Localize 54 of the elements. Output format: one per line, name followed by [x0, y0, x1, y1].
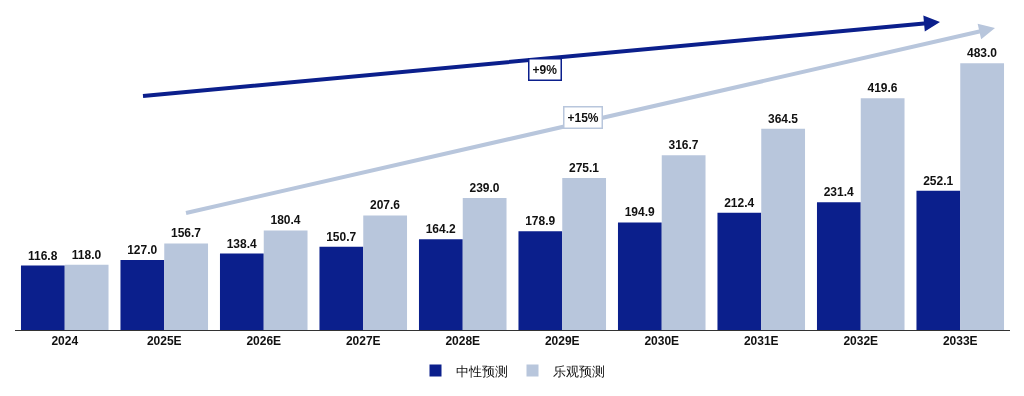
data-label: 116.8	[28, 248, 58, 263]
data-label: 180.4	[270, 213, 301, 228]
data-label: 194.9	[624, 205, 656, 220]
data-label: 150.7	[326, 229, 357, 244]
bar	[816, 202, 861, 330]
bar	[617, 222, 662, 330]
data-label: 164.2	[425, 222, 457, 237]
bar	[860, 98, 905, 330]
annotation: +15%	[567, 110, 599, 125]
bar	[319, 246, 364, 330]
data-label: 212.4	[724, 195, 755, 210]
data-label: 419.6	[867, 81, 898, 96]
bar	[164, 243, 209, 330]
x-tick-label: 2031E	[743, 334, 779, 349]
legend-label: 乐观预测	[552, 363, 605, 379]
bar	[916, 190, 961, 330]
data-label: 483.0	[966, 46, 998, 61]
x-tick-label: 2033E	[942, 334, 978, 349]
bar	[363, 215, 408, 330]
bar	[462, 198, 507, 330]
x-tick-label: 2029E	[544, 334, 580, 349]
x-tick-label: 2028E	[445, 334, 481, 349]
data-label: 156.7	[170, 226, 202, 241]
x-tick-label: 2026E	[246, 334, 282, 349]
bar	[20, 265, 65, 330]
data-label: 364.5	[767, 111, 799, 126]
bar	[661, 155, 706, 330]
data-label: 275.1	[568, 161, 600, 176]
bar	[120, 259, 165, 330]
x-tick-label: 2024	[51, 334, 79, 349]
data-label: 239.0	[469, 181, 500, 196]
x-tick-label: 2025E	[146, 334, 182, 349]
bar	[562, 178, 607, 330]
bar	[761, 128, 806, 330]
bar	[418, 239, 463, 330]
data-label: 231.4	[823, 185, 855, 200]
bar	[263, 230, 308, 330]
bar	[518, 231, 563, 330]
x-tick-label: 2030E	[644, 334, 680, 349]
data-label: 127.0	[127, 242, 158, 257]
legend-label: 中性预测	[455, 363, 508, 379]
data-label: 138.4	[226, 236, 258, 251]
bar	[717, 212, 762, 330]
bar	[64, 264, 109, 330]
data-label: 207.6	[369, 198, 401, 213]
data-label: 316.7	[668, 138, 699, 153]
annotation: +9%	[532, 62, 558, 77]
x-tick-label: 2032E	[843, 334, 879, 349]
data-label: 178.9	[525, 214, 556, 229]
bar	[960, 63, 1005, 330]
data-label: 252.1	[923, 173, 954, 188]
bar	[219, 253, 264, 330]
x-tick-label: 2027E	[345, 334, 381, 349]
data-label: 118.0	[71, 247, 102, 262]
